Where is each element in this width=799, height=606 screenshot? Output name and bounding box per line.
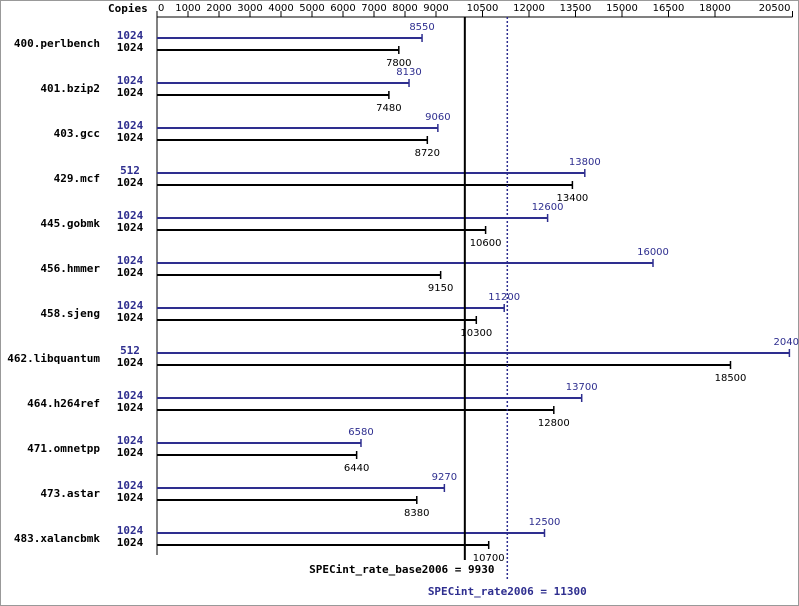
- value-label: 12800: [538, 418, 570, 429]
- value-label: 9060: [425, 112, 450, 123]
- value-label: 12600: [532, 202, 564, 213]
- value-label: 12500: [529, 517, 561, 528]
- value-label: 8380: [404, 508, 429, 519]
- x-tick-label: 12000: [513, 3, 545, 14]
- category-label: 471.omnetpp: [27, 442, 100, 455]
- copies-label: 1024: [117, 131, 144, 144]
- value-label: 8130: [396, 67, 421, 78]
- x-tick-label: 10500: [467, 3, 499, 14]
- x-tick-label: 1000: [175, 3, 200, 14]
- value-label: 13800: [569, 157, 601, 168]
- x-tick-label: 16500: [653, 3, 685, 14]
- value-label: 7480: [376, 103, 401, 114]
- value-label: 18500: [715, 373, 747, 384]
- value-label: 20400: [773, 337, 799, 348]
- x-tick-label: 5000: [299, 3, 324, 14]
- x-tick-label: 20500: [759, 3, 791, 14]
- category-label: 458.sjeng: [40, 307, 100, 320]
- copies-label: 1024: [117, 119, 144, 132]
- copies-label: 1024: [117, 86, 144, 99]
- copies-label: 1024: [117, 254, 144, 267]
- value-label: 11200: [488, 292, 520, 303]
- x-tick-label: 8000: [392, 3, 417, 14]
- copies-label: 1024: [117, 446, 144, 459]
- category-label: 473.astar: [40, 487, 100, 500]
- copies-label: 1024: [117, 389, 144, 402]
- copies-label: 1024: [117, 299, 144, 312]
- copies-label: 512: [120, 164, 140, 177]
- value-label: 13400: [556, 193, 588, 204]
- value-label: 10600: [470, 238, 502, 249]
- copies-label: 1024: [117, 491, 144, 504]
- copies-label: 1024: [117, 41, 144, 54]
- value-label: 10300: [460, 328, 492, 339]
- copies-label: 1024: [117, 401, 144, 414]
- copies-label: 1024: [117, 434, 144, 447]
- x-tick-label: 2000: [206, 3, 231, 14]
- copies-label: 1024: [117, 356, 144, 369]
- value-label: 6580: [348, 427, 373, 438]
- reference-label: SPECint_rate_base2006 = 9930: [309, 563, 494, 576]
- axis-label: Copies: [108, 2, 148, 15]
- category-label: 456.hmmer: [40, 262, 100, 275]
- copies-label: 1024: [117, 479, 144, 492]
- copies-label: 1024: [117, 266, 144, 279]
- reference-label: SPECint_rate2006 = 11300: [428, 585, 587, 598]
- x-tick-label: 9000: [423, 3, 448, 14]
- category-label: 403.gcc: [54, 127, 100, 140]
- copies-label: 1024: [117, 536, 144, 549]
- category-label: 400.perlbench: [14, 37, 100, 50]
- copies-label: 1024: [117, 176, 144, 189]
- value-label: 9270: [432, 472, 457, 483]
- value-label: 9150: [428, 283, 453, 294]
- category-label: 462.libquantum: [7, 352, 100, 365]
- copies-label: 512: [120, 344, 140, 357]
- copies-label: 1024: [117, 29, 144, 42]
- category-label: 483.xalancbmk: [14, 532, 100, 545]
- category-label: 464.h264ref: [27, 397, 100, 410]
- value-label: 10700: [473, 553, 505, 564]
- value-label: 8720: [415, 148, 440, 159]
- value-label: 16000: [637, 247, 669, 258]
- copies-label: 1024: [117, 74, 144, 87]
- copies-label: 1024: [117, 311, 144, 324]
- x-tick-label: 7000: [361, 3, 386, 14]
- copies-label: 1024: [117, 221, 144, 234]
- category-label: 445.gobmk: [40, 217, 100, 230]
- value-label: 8550: [409, 22, 434, 33]
- copies-label: 1024: [117, 524, 144, 537]
- value-label: 13700: [566, 382, 598, 393]
- copies-label: 1024: [117, 209, 144, 222]
- category-label: 429.mcf: [54, 172, 100, 185]
- x-tick-label: 18000: [699, 3, 731, 14]
- x-tick-label: 0: [158, 3, 164, 14]
- x-tick-label: 6000: [330, 3, 355, 14]
- category-label: 401.bzip2: [40, 82, 100, 95]
- value-label: 6440: [344, 463, 369, 474]
- value-label: 7800: [386, 58, 411, 69]
- x-tick-label: 4000: [268, 3, 293, 14]
- x-tick-label: 13500: [560, 3, 592, 14]
- x-tick-label: 15000: [606, 3, 638, 14]
- x-tick-label: 3000: [237, 3, 262, 14]
